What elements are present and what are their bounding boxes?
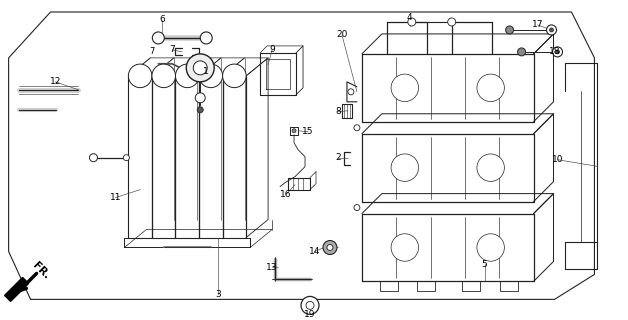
Circle shape: [327, 244, 333, 251]
Circle shape: [506, 26, 514, 34]
Circle shape: [197, 107, 203, 113]
Text: 5: 5: [482, 260, 487, 269]
Circle shape: [89, 154, 97, 162]
Circle shape: [550, 28, 553, 32]
Circle shape: [292, 129, 296, 133]
Circle shape: [323, 241, 337, 254]
Text: 18: 18: [549, 47, 560, 56]
Circle shape: [306, 301, 314, 309]
Circle shape: [391, 154, 418, 181]
Circle shape: [553, 47, 563, 57]
Text: 19: 19: [304, 310, 316, 319]
Text: 15: 15: [302, 127, 314, 136]
Text: 11: 11: [110, 193, 121, 202]
Circle shape: [391, 234, 418, 261]
Text: 16: 16: [280, 190, 292, 199]
Text: 14: 14: [310, 247, 321, 256]
Text: 10: 10: [552, 155, 563, 164]
Circle shape: [152, 64, 175, 88]
Text: 20: 20: [336, 30, 348, 39]
Circle shape: [391, 74, 418, 101]
Polygon shape: [4, 277, 29, 301]
Circle shape: [477, 234, 504, 261]
Text: 13: 13: [266, 263, 278, 272]
Text: 9: 9: [269, 45, 275, 54]
Circle shape: [448, 18, 456, 26]
Circle shape: [348, 89, 354, 95]
Circle shape: [195, 93, 205, 103]
Text: 8: 8: [335, 107, 341, 116]
Circle shape: [128, 64, 152, 88]
Circle shape: [546, 25, 556, 35]
Circle shape: [175, 64, 199, 88]
Circle shape: [200, 32, 212, 44]
Text: 3: 3: [215, 290, 221, 299]
Circle shape: [301, 296, 319, 314]
Text: 6: 6: [160, 15, 165, 24]
Circle shape: [153, 32, 165, 44]
Text: 12: 12: [50, 77, 61, 86]
Circle shape: [517, 48, 526, 56]
Text: 7: 7: [170, 45, 175, 54]
Circle shape: [408, 18, 416, 26]
Circle shape: [354, 204, 360, 211]
Text: 4: 4: [407, 13, 413, 22]
Circle shape: [556, 50, 560, 54]
Text: 7: 7: [149, 47, 155, 56]
Circle shape: [187, 54, 214, 82]
Text: 2: 2: [335, 153, 341, 162]
Circle shape: [193, 61, 207, 75]
Circle shape: [354, 125, 360, 131]
Text: 17: 17: [532, 20, 543, 29]
Text: 1: 1: [203, 67, 209, 76]
Circle shape: [477, 74, 504, 101]
Circle shape: [199, 64, 222, 88]
Circle shape: [477, 154, 504, 181]
Circle shape: [123, 155, 129, 161]
Circle shape: [222, 64, 246, 88]
Text: FR.: FR.: [31, 261, 51, 281]
